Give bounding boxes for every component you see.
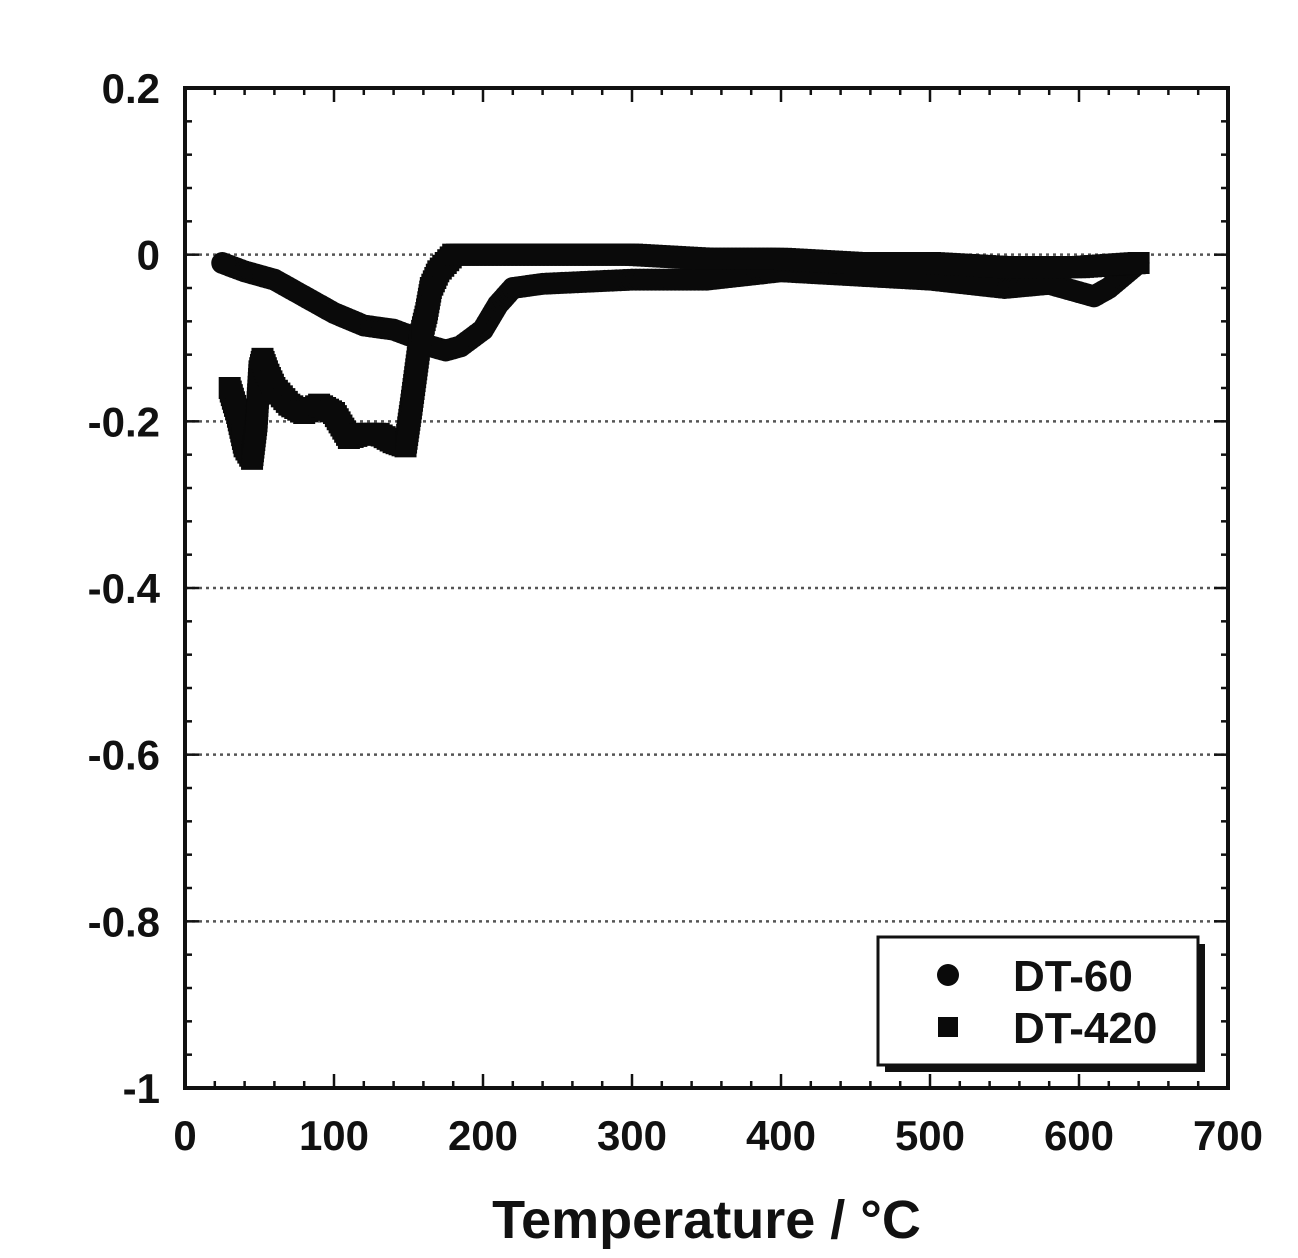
- x-tick-label: 300: [597, 1112, 667, 1159]
- legend-marker-circle: [937, 964, 959, 986]
- x-tick-label: 100: [299, 1112, 369, 1159]
- legend: DT-60DT-420: [878, 937, 1205, 1072]
- x-tick-label: 200: [448, 1112, 518, 1159]
- x-tick-label: 500: [895, 1112, 965, 1159]
- x-axis-title: Temperature / °C: [492, 1190, 921, 1250]
- y-tick-label: -1: [123, 1065, 160, 1112]
- y-tick-label: -0.4: [88, 565, 161, 612]
- x-tick-label: 400: [746, 1112, 816, 1159]
- data-point: [1128, 252, 1150, 274]
- y-tick-label: -0.2: [88, 398, 160, 445]
- x-tick-label: 600: [1044, 1112, 1114, 1159]
- y-tick-label: -0.8: [88, 898, 160, 945]
- y-tick-label: 0: [137, 232, 160, 279]
- legend-label: DT-420: [1013, 1004, 1157, 1053]
- legend-marker-square: [938, 1017, 958, 1037]
- y-tick-label: 0.2: [102, 65, 160, 112]
- x-tick-label: 0: [173, 1112, 196, 1159]
- x-tick-label: 700: [1193, 1112, 1263, 1159]
- legend-label: DT-60: [1013, 952, 1133, 1001]
- y-tick-label: -0.6: [88, 732, 160, 779]
